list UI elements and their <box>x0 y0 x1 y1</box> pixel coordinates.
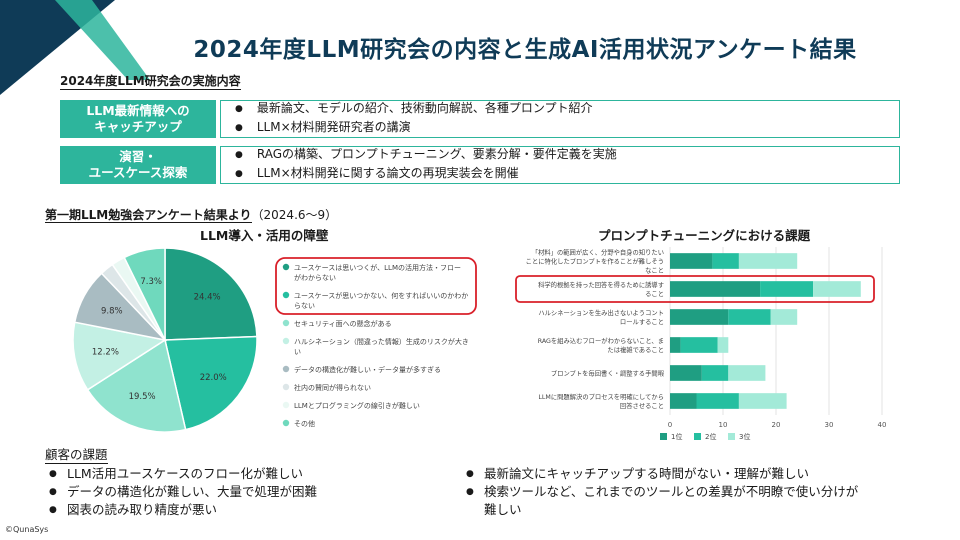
legend-marker <box>282 263 290 271</box>
bar-segment <box>813 281 861 297</box>
list-item: LLM×材料開発に関する論文の再現実装会を開催 <box>221 165 899 184</box>
list-item: 最新論文にキャッチアップする時間がない・理解が難しい <box>462 465 867 483</box>
bar-segment <box>770 309 798 325</box>
list-item: 最新論文、モデルの紹介、技術動向解説、各種プロンプト紹介 <box>221 100 899 119</box>
y-category-label: 科学的根拠を持った回答を得るために誘導すること <box>538 280 664 298</box>
pie-slice <box>72 321 167 391</box>
legend-marker <box>660 433 667 440</box>
x-tick-label: 20 <box>772 421 781 429</box>
x-tick-label: 40 <box>878 421 887 429</box>
bar-segment <box>717 337 729 353</box>
y-category-label: RAGを組み込むフローがわからないこと、または複雑であること <box>538 336 664 354</box>
x-tick-label: 0 <box>668 421 672 429</box>
bar-segment <box>670 253 713 269</box>
list-item: データの構造化が難しい、大量で処理が困難 <box>45 483 445 501</box>
pie-value-label: 19.5% <box>129 392 156 402</box>
legend-marker <box>282 291 290 299</box>
list-item: RAGの構築、プロンプトチューニング、要素分解・要件定義を実施 <box>221 146 899 165</box>
y-category-label: ハルシネーションを生み出さないようコントロールすること <box>538 308 664 326</box>
bar-segment <box>738 253 798 269</box>
bar-segment <box>670 393 697 409</box>
list-item: LLM活用ユースケースのフロー化が難しい <box>45 465 445 483</box>
pie-value-label: 12.2% <box>92 347 119 357</box>
pie-chart: 24.4% 22.0% 19.5% 12.2% 9.8% 7.3% ユースケースは思いつくが… <box>72 247 477 433</box>
legend-item: その他 <box>294 419 315 428</box>
section-title: 2024年度LLM研究会の実施内容 <box>60 74 241 90</box>
list-item: 検索ツールなど、これまでのツールとの差異が不明瞭で使い分けが難しい <box>462 483 867 519</box>
pie-value-label: 9.8% <box>101 307 123 317</box>
page-title: 2024年度LLM研究会の内容と生成AI活用状況アンケート結果 <box>193 37 857 63</box>
pie-slice <box>86 338 187 433</box>
legend-item: セキュリティ面への懸念がある <box>294 319 392 328</box>
legend-marker <box>282 365 290 373</box>
bar-chart: 0 10 20 30 40 「材料」の範囲が広く、分野や自身の知りたいことに特化したプロン… <box>515 247 887 441</box>
x-tick-label: 10 <box>719 421 728 429</box>
legend-item: 3位 <box>739 432 750 441</box>
legend-marker <box>282 383 290 391</box>
legend-item: 社内の賛同が得られない <box>294 383 371 392</box>
legend-item: LLMとプログラミングの線引きが難しい <box>294 401 420 410</box>
content-row-exercise: 演習・ユースケース探索 RAGの構築、プロンプトチューニング、要素分解・要件定義… <box>60 146 900 184</box>
list-item: 図表の読み取り精度が悪い <box>45 501 445 519</box>
bar-segment <box>670 281 761 297</box>
legend-item: ハルシネーション（間違った情報）生成のリスクが大きい <box>294 337 469 356</box>
legend-marker <box>728 433 735 440</box>
legend-highlight-frame <box>275 257 477 315</box>
legend-marker <box>282 337 290 345</box>
x-tick-label: 30 <box>825 421 834 429</box>
pie-chart-title: LLM導入・活用の障壁 <box>200 228 329 243</box>
bar-segment <box>712 253 739 269</box>
customer-issues-title: 顧客の課題 <box>45 447 108 464</box>
bar-chart-title: プロンプトチューニングにおける課題 <box>598 228 811 243</box>
pie-value-label: 7.3% <box>140 277 162 287</box>
customer-issues-left: LLM活用ユースケースのフロー化が難しい データの構造化が難しい、大量で処理が困… <box>45 465 445 519</box>
pie-value-label: 24.4% <box>194 292 221 302</box>
bar-segment <box>728 309 771 325</box>
bar-segment <box>670 337 681 353</box>
y-category-label: プロンプトを毎回書く・調整する手間暇 <box>551 369 665 378</box>
bar-segment <box>760 281 814 297</box>
legend-marker <box>282 419 290 427</box>
legend-marker <box>694 433 701 440</box>
corner-decoration <box>0 0 150 95</box>
row-content: 最新論文、モデルの紹介、技術動向解説、各種プロンプト紹介 LLM×材料開発研究者… <box>220 100 900 138</box>
category-highlight-frame <box>515 275 875 303</box>
row-content: RAGの構築、プロンプトチューニング、要素分解・要件定義を実施 LLM×材料開発… <box>220 146 900 184</box>
pie-value-label: 22.0% <box>200 373 227 383</box>
bar-segment <box>670 309 729 325</box>
row-label: LLM最新情報への キャッチアップ <box>60 100 216 138</box>
legend-item: データの構造化が難しい・データ量が多すぎる <box>294 365 441 374</box>
y-category-label: 「材料」の範囲が広く、分野や自身の知りたいことに特化したプロンプトを作ることが難… <box>526 248 664 275</box>
pie-slice <box>164 335 258 431</box>
copyright: ©QunaSys <box>5 525 49 534</box>
row-label: 演習・ ユースケース探索 <box>60 146 216 184</box>
bar-segment <box>728 365 766 381</box>
pie-slice <box>164 247 258 341</box>
legend-item: ユースケースが思いつかない、何をすればいいのかわからない <box>294 291 468 310</box>
bar-segment <box>680 337 718 353</box>
bar-segment <box>670 365 702 381</box>
y-category-label: LLMに問題解決のプロセスを明確にしてから回答させること <box>538 392 664 410</box>
list-item: LLM×材料開発研究者の講演 <box>221 119 899 138</box>
legend-marker <box>282 401 290 409</box>
survey-heading: 第一期LLM勉強会アンケート結果より（2024.6～9） <box>45 208 338 223</box>
customer-issues-right: 最新論文にキャッチアップする時間がない・理解が難しい 検索ツールなど、これまでの… <box>462 465 867 519</box>
legend-item: 2位 <box>705 432 716 441</box>
legend-marker <box>282 319 290 327</box>
pie-slice <box>123 247 166 341</box>
legend-item: ユースケースは思いつくが、LLMの活用方法・フローがわからない <box>294 263 461 282</box>
bar-segment <box>738 393 787 409</box>
bar-segment <box>701 365 729 381</box>
legend-item: 1位 <box>671 432 682 441</box>
bar-segment <box>696 393 739 409</box>
